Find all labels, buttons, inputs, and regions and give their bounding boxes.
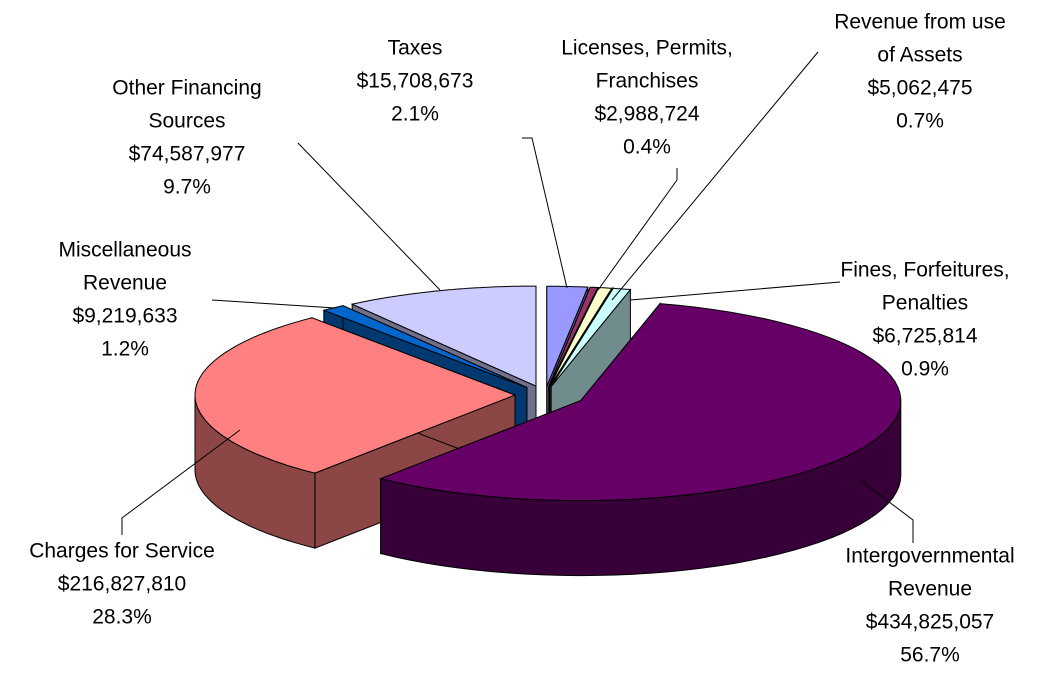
leader-line [629,281,841,301]
label-percent: 28.3% [92,605,152,628]
slice-top [549,287,613,387]
data-label: Licenses, Permits, Franchises $2,988,724 0.… [561,36,733,158]
data-label: Intergovernmental Revenue $434,825,057 56.7… [845,544,1014,666]
label-name: Other Financing [112,76,261,99]
label-name: Intergovernmental [845,544,1014,567]
label-name: Franchises [596,69,699,92]
slice-top [350,285,537,387]
leader-line [297,142,441,291]
label-percent: 0.7% [896,109,944,132]
label-name: Sources [148,109,225,132]
leader-line [522,137,568,289]
label-value: $6,725,814 [872,324,977,347]
label-percent: 2.1% [391,102,439,125]
label-value: $216,827,810 [58,572,186,595]
leader-line [859,479,914,543]
data-label: Revenue from use of Assets $5,062,475 0.7% [834,10,1006,132]
data-label: Charges for Service $216,827,810 28.3% [29,539,215,628]
slice-top [546,285,589,387]
data-label: Other Financing Sources $74,587,977 9.7% [112,76,261,198]
label-name: Revenue [888,577,972,600]
label-name: Revenue [83,271,167,294]
slice [379,302,902,577]
slice-top [548,286,599,387]
label-percent: 1.2% [101,337,149,360]
data-label: Miscellaneous Revenue $9,219,633 1.2% [58,238,191,360]
label-percent: 0.9% [901,357,949,380]
leader-line [611,51,819,301]
leader-line [121,429,241,535]
label-value: $434,825,057 [866,610,994,633]
leader-line [211,299,336,309]
label-value: $2,988,724 [594,102,699,125]
label-value: $5,062,475 [867,76,972,99]
label-value: $74,587,977 [129,142,246,165]
leader-line [597,168,678,291]
label-name: Taxes [388,36,443,59]
label-percent: 56.7% [900,643,960,666]
label-percent: 9.7% [163,175,211,198]
label-name: Revenue from use [834,10,1006,33]
label-percent: 0.4% [623,135,671,158]
slice-top [194,317,517,474]
data-label: Taxes $15,708,673 2.1% [357,36,474,125]
label-name: Fines, Forfeitures, [840,258,1009,281]
label-name: Penalties [882,291,968,314]
label-name: Licenses, Permits, [561,36,733,59]
label-name: Charges for Service [29,539,215,562]
label-value: $15,708,673 [357,69,474,92]
slice-top [379,303,902,502]
data-label: Fines, Forfeitures, Penalties $6,725,814 0.… [840,258,1009,380]
label-name: Miscellaneous [58,238,191,261]
label-name: of Assets [877,43,962,66]
label-value: $9,219,633 [72,304,177,327]
